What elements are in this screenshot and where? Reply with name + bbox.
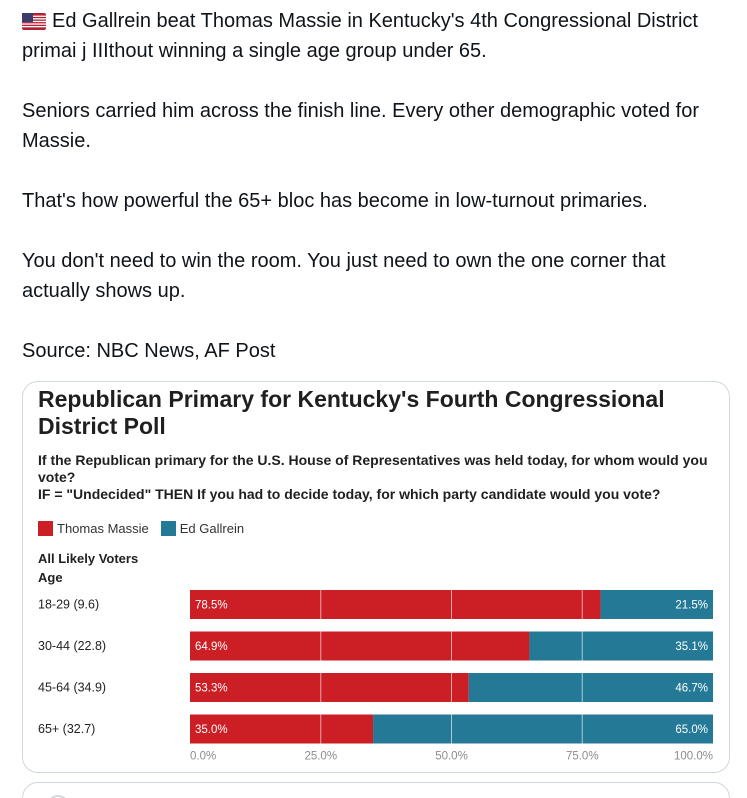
post-paragraph-1-text: Ed Gallrein beat Thomas Massie in Kentuc… (22, 10, 698, 62)
bar-massie (190, 673, 469, 702)
legend-swatch-gallrein (160, 520, 176, 536)
us-flag-icon (22, 13, 46, 30)
row-label: 18-29 (9.6) (38, 598, 99, 612)
post-paragraph-3: That's how powerful the 65+ bloc has bec… (22, 190, 648, 212)
x-tick-label: 50.0% (435, 751, 468, 763)
chart-question-line-1: If the Republican primary for the U.S. H… (38, 452, 708, 485)
bar-label-gallrein: 35.1% (675, 641, 708, 653)
bar-chart: 18-29 (9.6) 78.5% 21.5% 30-44 (22.8) 64.9% 35… (38, 590, 713, 763)
legend-label-gallrein: Ed Gallrein (179, 520, 245, 536)
chart-title: Republican Primary for Kentucky's Fourth… (38, 386, 665, 439)
bar-gallrein (468, 673, 713, 702)
legend-label-massie: Thomas Massie (57, 520, 149, 536)
row-label: 30-44 (22.8) (38, 639, 106, 653)
legend-item-massie: Thomas Massie (38, 520, 149, 536)
bar-massie (190, 631, 530, 661)
bar-label-massie: 64.9% (195, 641, 228, 653)
group-label: All Likely Voters (38, 551, 139, 566)
row-label: 65+ (32.7) (38, 722, 95, 736)
bar-label-gallrein: 65.0% (675, 724, 708, 736)
bar-label-massie: 78.5% (195, 600, 228, 612)
post-text: Ed Gallrein beat Thomas Massie in Kentuc… (22, 6, 734, 366)
bar-label-massie: 53.3% (195, 683, 228, 695)
chart-question-line-2: IF = "Undecided" THEN If you had to deci… (38, 486, 661, 502)
bar-massie (190, 714, 374, 744)
chart-image-card[interactable]: Republican Primary for Kentucky's Fourth… (22, 381, 730, 773)
post-paragraph-1: Ed Gallrein beat Thomas Massie in Kentuc… (22, 6, 734, 66)
bar-label-massie: 35.0% (195, 724, 228, 736)
bar-gallrein (373, 714, 713, 744)
legend-swatch-massie (38, 520, 53, 536)
bar-label-gallrein: 21.5% (675, 600, 708, 612)
bar-label-gallrein: 46.7% (675, 683, 708, 695)
chart-question: If the Republican primary for the U.S. H… (38, 452, 708, 503)
x-tick-label: 25.0% (304, 751, 337, 763)
chart-legend: Thomas Massie Ed Gallrein (38, 519, 256, 537)
x-tick-label: 75.0% (566, 751, 599, 763)
x-tick-label: 100.0% (674, 751, 713, 763)
x-tick-label: 0.0% (190, 751, 216, 763)
legend-item-gallrein: Ed Gallrein (160, 520, 245, 536)
post-paragraph-4: You don't need to win the room. You just… (22, 250, 666, 302)
bar-gallrein (529, 631, 713, 661)
next-post-card[interactable] (22, 782, 730, 798)
bar-massie (190, 590, 601, 619)
bar-gallrein (600, 590, 713, 619)
group-sublabel: Age (38, 570, 63, 585)
row-label: 45-64 (34.9) (38, 681, 106, 695)
post-source: Source: NBC News, AF Post (22, 340, 276, 362)
post-paragraph-2: Seniors carried him across the finish li… (22, 100, 699, 152)
